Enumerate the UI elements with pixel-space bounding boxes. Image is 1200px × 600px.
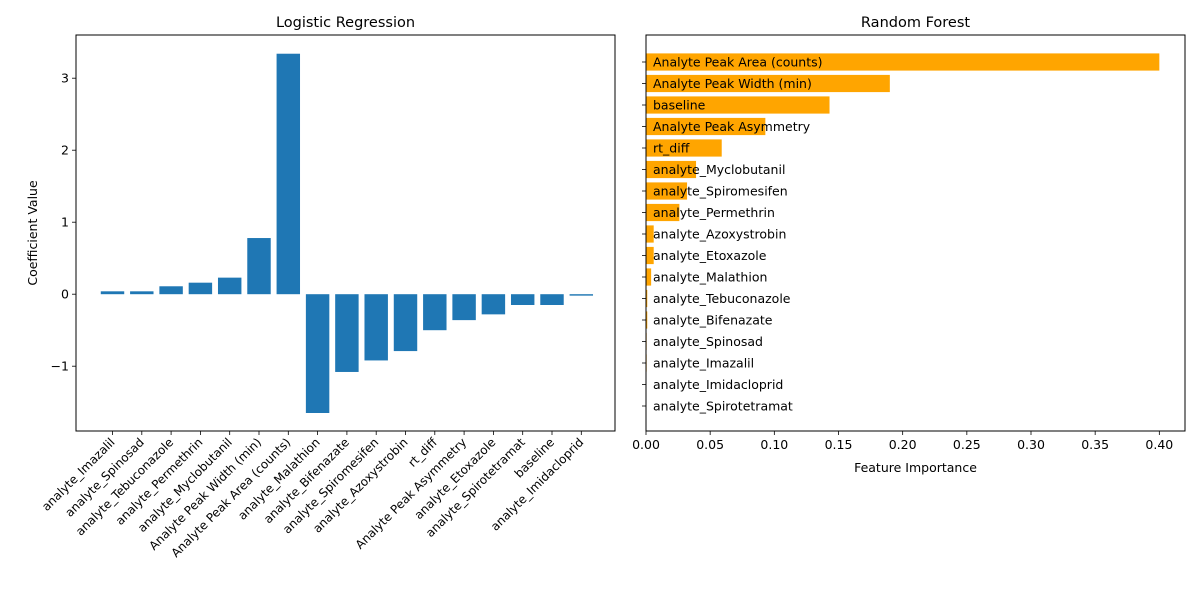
rf-bar: [646, 268, 652, 286]
random-forest-chart: Random Forest Feature Importance 0.00 0.0…: [632, 15, 1186, 475]
lr-ylabel: Coefficient Value: [25, 180, 40, 286]
rf-xtick-label: 0.00: [632, 437, 660, 452]
lr-bar: [335, 294, 359, 372]
lr-axes-frame: [75, 34, 616, 432]
rf-bar-label: baseline: [653, 98, 706, 113]
rf-xtick-label: 0.10: [760, 437, 788, 452]
rf-bar-label: rt_diff: [653, 141, 690, 156]
lr-bar: [540, 294, 564, 305]
rf-bar-label: Analyte Peak Asymmetry: [653, 119, 811, 134]
rf-xtick-label: 0.35: [1081, 437, 1109, 452]
lr-bar: [393, 294, 418, 352]
rf-bar-label: analyte_Imidacloprid: [653, 377, 783, 392]
lr-title: Logistic Regression: [276, 15, 415, 31]
lr-bar: [130, 291, 154, 295]
rf-xtick-label: 0.05: [696, 437, 724, 452]
lr-bar: [305, 294, 330, 413]
rf-xlabel: Feature Importance: [854, 460, 977, 475]
lr-bar: [364, 294, 388, 361]
lr-bar: [159, 286, 183, 295]
lr-bar: [481, 294, 506, 315]
rf-bar: [646, 182, 688, 200]
lr-ytick-label: 3: [61, 71, 69, 86]
rf-title: Random Forest: [861, 15, 970, 31]
lr-bar: [569, 294, 594, 296]
rf-bar: [646, 139, 722, 157]
lr-bar: [423, 294, 447, 331]
rf-bar-label: analyte_Tebuconazole: [653, 291, 791, 306]
rf-bar-label: analyte_Spinosad: [653, 334, 763, 349]
rf-bar: [646, 203, 680, 222]
lr-ytick-label: 2: [61, 143, 69, 158]
logistic-regression-chart: Logistic Regression Coefficient Value −1…: [25, 15, 616, 560]
rf-bar: [646, 96, 830, 114]
lr-bar: [247, 238, 271, 295]
rf-bar: [646, 289, 648, 308]
rf-bar: [646, 311, 648, 329]
rf-bar-label: analyte_Myclobutanil: [653, 162, 785, 177]
lr-bar: [217, 277, 242, 295]
rf-bar: [646, 74, 890, 93]
rf-bar-label: analyte_Imazalil: [653, 356, 754, 371]
lr-bar: [510, 294, 535, 305]
rf-bar-label: Analyte Peak Width (min): [653, 76, 812, 91]
rf-bar: [646, 246, 654, 265]
rf-bar-label: analyte_Permethrin: [653, 205, 775, 220]
rf-xtick-label: 0.15: [825, 437, 853, 452]
rf-xtick-label: 0.20: [889, 437, 917, 452]
rf-bar: [646, 117, 766, 136]
rf-xtick-label: 0.30: [1017, 437, 1045, 452]
rf-bar-label: analyte_Bifenazate: [653, 313, 773, 328]
lr-bar: [452, 294, 476, 321]
rf-axes-frame: [645, 34, 1186, 432]
rf-bar-label: Analyte Peak Area (counts): [653, 55, 823, 70]
rf-bar-label: analyte_Spiromesifen: [653, 184, 788, 199]
rf-bar-label: analyte_Etoxazole: [653, 248, 767, 263]
rf-bar: [646, 53, 1160, 71]
lr-ytick-label: −1: [51, 359, 69, 374]
lr-bar: [276, 53, 301, 295]
rf-bar-label: analyte_Azoxystrobin: [653, 227, 786, 242]
lr-bar: [188, 282, 213, 295]
rf-bar-label: analyte_Spirotetramat: [653, 399, 793, 414]
rf-bar: [646, 225, 654, 243]
rf-xtick-label: 0.40: [1145, 437, 1173, 452]
lr-ytick-label: 1: [61, 215, 69, 230]
rf-bar-label: analyte_Malathion: [653, 270, 767, 285]
rf-xtick-label: 0.25: [953, 437, 981, 452]
lr-bar: [100, 291, 125, 295]
rf-bar: [646, 160, 697, 179]
lr-ytick-label: 0: [61, 287, 69, 302]
